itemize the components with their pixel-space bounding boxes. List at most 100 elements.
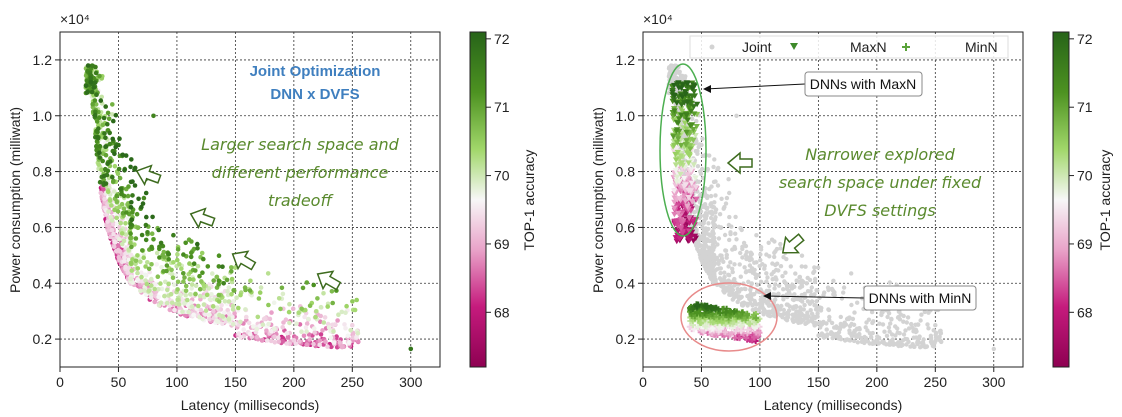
joint-point xyxy=(98,190,104,196)
joint-point xyxy=(105,219,110,224)
joint-point xyxy=(108,156,113,161)
maxn-point xyxy=(684,84,691,91)
joint-point xyxy=(210,304,216,309)
joint-point xyxy=(129,157,134,162)
joint-point xyxy=(906,326,912,331)
joint-point xyxy=(123,264,128,270)
joint-point xyxy=(101,115,107,121)
joint-point xyxy=(193,291,198,297)
joint-point xyxy=(175,247,181,252)
joint-point xyxy=(103,181,109,186)
joint-point xyxy=(801,279,806,285)
joint-point xyxy=(749,281,754,287)
joint-point xyxy=(855,326,860,331)
joint-point xyxy=(186,309,191,315)
joint-point xyxy=(293,341,299,346)
callout-maxn-arrow xyxy=(704,83,806,90)
joint-point xyxy=(207,282,212,288)
joint-point xyxy=(780,274,785,279)
joint-point xyxy=(703,216,709,221)
joint-point xyxy=(203,312,208,317)
joint-point xyxy=(166,257,171,262)
joint-point xyxy=(136,196,141,202)
joint-point xyxy=(206,286,212,291)
joint-point xyxy=(318,304,324,310)
y-tick-label: 0.6 xyxy=(616,219,636,235)
joint-point xyxy=(702,202,708,207)
minn-point xyxy=(744,312,751,319)
joint-point xyxy=(884,333,890,338)
joint-point xyxy=(905,315,911,320)
joint-point xyxy=(751,292,757,297)
joint-point xyxy=(712,244,717,250)
legend-maxn-label: MaxN xyxy=(850,39,887,55)
joint-point xyxy=(330,322,335,328)
joint-point xyxy=(105,168,111,173)
y-tick-label: 0.6 xyxy=(33,219,53,235)
joint-point xyxy=(871,339,876,344)
joint-point xyxy=(904,337,910,342)
joint-point xyxy=(128,221,133,227)
joint-point xyxy=(140,248,145,253)
joint-point xyxy=(165,287,170,293)
hollow-arrow-icon xyxy=(189,207,216,230)
joint-point xyxy=(342,322,347,327)
right-y-axis-label: Power consumption (milliwatt) xyxy=(590,107,606,293)
joint-point xyxy=(318,319,323,325)
joint-point xyxy=(187,276,192,282)
joint-point xyxy=(191,261,197,267)
joint-point xyxy=(809,292,814,298)
maxn-point xyxy=(682,91,689,98)
joint-point xyxy=(197,286,203,292)
joint-point xyxy=(297,322,303,327)
callout-minn: DNNs with MinN xyxy=(763,285,977,311)
maxn-point xyxy=(693,196,700,203)
joint-point xyxy=(793,318,799,323)
joint-point xyxy=(798,320,803,325)
joint-point xyxy=(286,309,292,315)
joint-point xyxy=(788,264,793,269)
left-scatter-points xyxy=(83,63,414,352)
colorbar-tick-label: 72 xyxy=(494,31,510,47)
joint-point xyxy=(723,201,729,206)
colorbar-tick-label: 70 xyxy=(1077,168,1093,184)
joint-point xyxy=(321,291,326,296)
joint-point xyxy=(350,299,355,304)
joint-point xyxy=(162,293,167,299)
joint-point xyxy=(216,282,221,287)
joint-point xyxy=(271,300,277,306)
joint-point xyxy=(97,155,102,160)
joint-point xyxy=(722,274,727,280)
joint-point xyxy=(111,244,117,249)
joint-point xyxy=(783,281,789,286)
minn-point xyxy=(716,324,723,331)
joint-point xyxy=(797,275,802,280)
colorbar-tick-label: 68 xyxy=(494,304,510,320)
callout-maxn: DNNs with MaxN xyxy=(703,71,923,97)
joint-point xyxy=(784,292,789,297)
joint-point xyxy=(758,279,764,284)
right-y-multiplier: ×10⁴ xyxy=(643,11,673,27)
joint-point xyxy=(850,316,856,322)
joint-point xyxy=(128,276,134,282)
joint-point xyxy=(332,340,337,345)
maxn-point xyxy=(673,179,680,185)
joint-point xyxy=(708,193,714,199)
joint-point xyxy=(915,322,921,327)
joint-point xyxy=(94,143,99,149)
joint-point xyxy=(170,275,176,281)
maxn-point xyxy=(681,120,689,126)
maxn-point xyxy=(691,111,698,117)
joint-point xyxy=(766,313,772,318)
joint-point xyxy=(851,338,857,344)
maxn-point xyxy=(676,196,683,202)
joint-point xyxy=(203,308,209,313)
joint-point xyxy=(711,205,717,210)
maxn-point xyxy=(683,112,690,119)
joint-point xyxy=(701,231,707,236)
right-annotation-line2: search space under fixed xyxy=(779,173,982,192)
joint-point xyxy=(803,264,808,269)
joint-point xyxy=(711,179,717,185)
joint-point xyxy=(781,287,786,292)
joint-point xyxy=(839,296,845,301)
